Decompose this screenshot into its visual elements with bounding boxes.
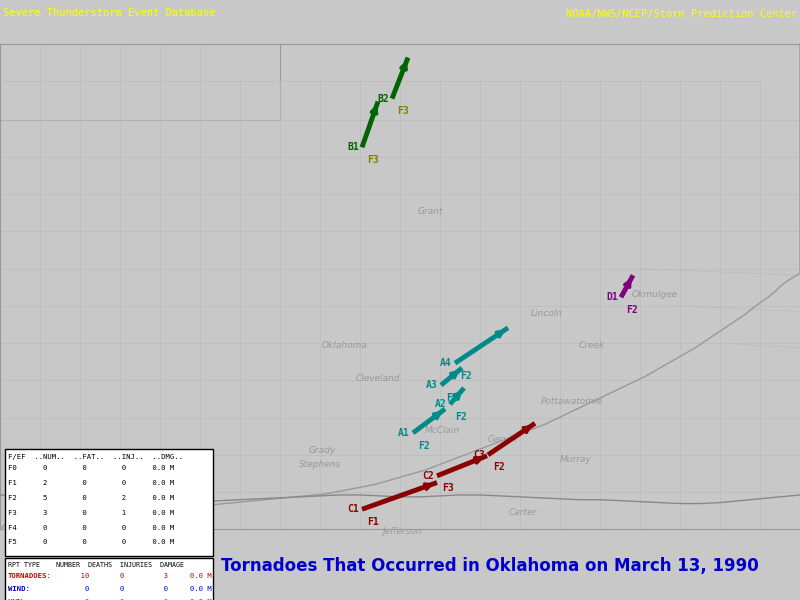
Text: F1      2        0        0      0.0 M: F1 2 0 0 0.0 M	[8, 480, 174, 486]
Text: Garvin: Garvin	[488, 435, 518, 444]
Text: F0      0        0        0      0.0 M: F0 0 0 0 0.0 M	[8, 466, 174, 472]
Text: F2      5        0        2      0.0 M: F2 5 0 2 0.0 M	[8, 495, 174, 501]
Text: D1: D1	[606, 292, 618, 302]
Text: Lincoln: Lincoln	[531, 309, 563, 318]
Text: F3      3        0        1      0.0 M: F3 3 0 1 0.0 M	[8, 510, 174, 516]
Text: A4: A4	[440, 358, 452, 368]
Text: RPT TYPE    NUMBER  DEATHS  INJURIES  DAMAGE: RPT TYPE NUMBER DEATHS INJURIES DAMAGE	[8, 562, 184, 568]
Bar	[5, 558, 213, 600]
Text: Cleveland: Cleveland	[356, 374, 400, 383]
Text: Okmulgee: Okmulgee	[632, 290, 678, 299]
Text: F3: F3	[397, 106, 409, 116]
Text: F3: F3	[442, 484, 454, 493]
Text: NOAA/NWS/NCEP/Storm Prediction Center: NOAA/NWS/NCEP/Storm Prediction Center	[566, 8, 797, 19]
Text: Severe Thunderstorm Event Database: Severe Thunderstorm Event Database	[3, 8, 216, 19]
Text: Carter: Carter	[509, 508, 537, 517]
Text: C2: C2	[422, 471, 434, 481]
Text: Pottawatomie: Pottawatomie	[541, 397, 603, 406]
Text: F2: F2	[493, 463, 505, 472]
Text: F5      0        0        0      0.0 M: F5 0 0 0 0.0 M	[8, 539, 174, 545]
Text: McClain: McClain	[424, 425, 460, 434]
Text: C3: C3	[474, 450, 485, 460]
Text: F2: F2	[455, 412, 466, 422]
Text: F2: F2	[626, 305, 638, 315]
Text: Tornadoes That Occurred in Oklahoma on March 13, 1990: Tornadoes That Occurred in Oklahoma on M…	[221, 557, 759, 575]
Text: B2: B2	[378, 94, 389, 104]
Text: F1: F1	[367, 517, 378, 527]
Text: A3: A3	[426, 380, 438, 390]
Text: WIND:: WIND:	[8, 586, 30, 592]
Text: Murray: Murray	[560, 455, 592, 464]
Text: Grady: Grady	[308, 446, 336, 455]
Text: A2: A2	[435, 399, 447, 409]
Text: F4      0        0        0      0.0 M: F4 0 0 0 0.0 M	[8, 524, 174, 530]
Text: TORNADOES:: TORNADOES:	[8, 573, 52, 579]
Text: 0       0         0     0.0 M: 0 0 0 0.0 M	[63, 599, 212, 600]
Text: Stephens: Stephens	[299, 460, 341, 469]
Text: Oklahoma: Oklahoma	[322, 341, 368, 350]
Text: B1: B1	[347, 142, 359, 152]
Bar	[5, 449, 213, 556]
Text: Grant: Grant	[418, 207, 442, 216]
Text: 0       0         0     0.0 M: 0 0 0 0.0 M	[63, 586, 212, 592]
Text: A1: A1	[398, 428, 410, 438]
Text: 10       0         3     0.0 M: 10 0 3 0.0 M	[63, 573, 212, 579]
Text: Creek: Creek	[579, 341, 605, 350]
Text: HAIL:: HAIL:	[8, 599, 30, 600]
Text: F/EF  ..NUM..  ..FAT..  ..INJ..  ..DMG..: F/EF ..NUM.. ..FAT.. ..INJ.. ..DMG..	[8, 454, 183, 460]
Text: C1: C1	[347, 504, 359, 514]
Text: Jefferson: Jefferson	[382, 527, 422, 536]
Text: F3: F3	[367, 155, 378, 165]
Text: F2: F2	[418, 440, 430, 451]
Text: F2: F2	[460, 371, 472, 381]
Text: F1: F1	[446, 393, 458, 403]
